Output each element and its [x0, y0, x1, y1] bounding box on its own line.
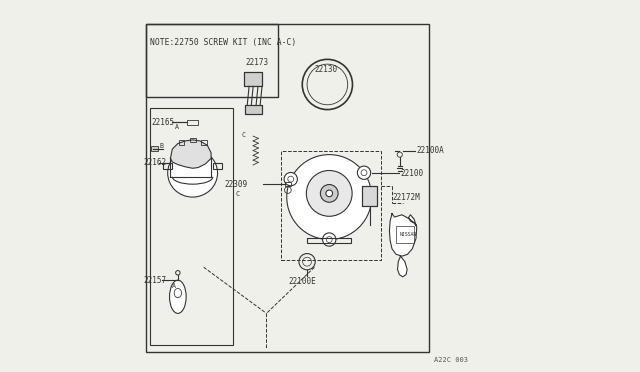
Bar	[245, 105, 262, 114]
Text: 22100E: 22100E	[289, 277, 316, 286]
Bar	[245, 105, 262, 114]
Bar	[147, 23, 429, 352]
Bar	[244, 71, 262, 86]
Bar	[150, 109, 233, 345]
Text: 22165: 22165	[151, 118, 174, 126]
Bar	[281, 151, 381, 260]
Text: 22173: 22173	[245, 58, 269, 67]
Circle shape	[326, 190, 333, 197]
Bar	[163, 163, 172, 169]
Polygon shape	[170, 140, 211, 168]
Bar	[147, 23, 278, 97]
Text: 22100: 22100	[401, 169, 424, 177]
Bar	[213, 163, 222, 169]
Text: 22157: 22157	[143, 276, 166, 285]
Bar	[179, 140, 184, 145]
Text: A: A	[175, 124, 179, 130]
Bar	[362, 186, 377, 206]
Ellipse shape	[170, 280, 186, 313]
Bar	[396, 225, 414, 243]
Text: NISSAN: NISSAN	[399, 232, 417, 237]
Text: B: B	[159, 144, 163, 150]
Bar	[307, 238, 351, 243]
Text: 22100A: 22100A	[416, 147, 444, 155]
Ellipse shape	[168, 149, 218, 197]
Text: 22172M: 22172M	[392, 193, 420, 202]
Text: 22309: 22309	[224, 180, 247, 189]
Bar	[244, 71, 262, 86]
Circle shape	[307, 170, 352, 216]
Circle shape	[287, 155, 372, 240]
Text: A: A	[172, 283, 175, 289]
Bar	[285, 182, 291, 186]
Text: 22130: 22130	[314, 65, 337, 74]
Polygon shape	[397, 256, 407, 277]
Bar	[187, 119, 198, 125]
Text: C: C	[235, 191, 239, 197]
Text: C: C	[241, 132, 245, 138]
Bar	[189, 138, 196, 142]
Polygon shape	[389, 214, 417, 256]
Bar	[151, 147, 157, 151]
Circle shape	[321, 185, 338, 202]
Text: 22162: 22162	[143, 158, 166, 167]
Text: NOTE:22750 SCREW KIT (INC A-C): NOTE:22750 SCREW KIT (INC A-C)	[150, 38, 296, 46]
Text: A22C 003: A22C 003	[435, 356, 468, 363]
Bar	[201, 140, 207, 145]
Circle shape	[323, 233, 336, 246]
Circle shape	[357, 166, 371, 179]
Bar	[362, 186, 377, 206]
Circle shape	[284, 173, 298, 186]
